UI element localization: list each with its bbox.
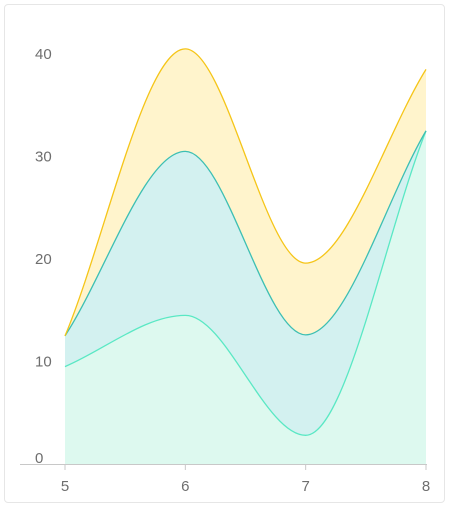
- line-series-1: [64, 130, 427, 436]
- y-tick-label: 10: [35, 354, 52, 371]
- line-series-2: [64, 130, 427, 337]
- line-series-3: [64, 48, 427, 337]
- y-axis-ticks: 0 10 20 30 40: [35, 46, 52, 467]
- area-series-2: [65, 130, 426, 436]
- y-tick-label: 40: [35, 46, 52, 63]
- x-tick-label: 8: [422, 478, 430, 495]
- area-series-3: [65, 48, 426, 336]
- y-tick-label: 20: [35, 251, 52, 268]
- area-series-1: [65, 130, 426, 464]
- area-layers: [65, 48, 426, 464]
- x-tick-label: 7: [301, 478, 309, 495]
- y-tick-label: 0: [35, 450, 43, 467]
- x-tick-label: 5: [61, 478, 69, 495]
- series-lines: [64, 48, 427, 436]
- x-axis-ticks: 5 6 7 8: [61, 464, 430, 495]
- x-tick-label: 6: [181, 478, 189, 495]
- y-tick-label: 30: [35, 149, 52, 166]
